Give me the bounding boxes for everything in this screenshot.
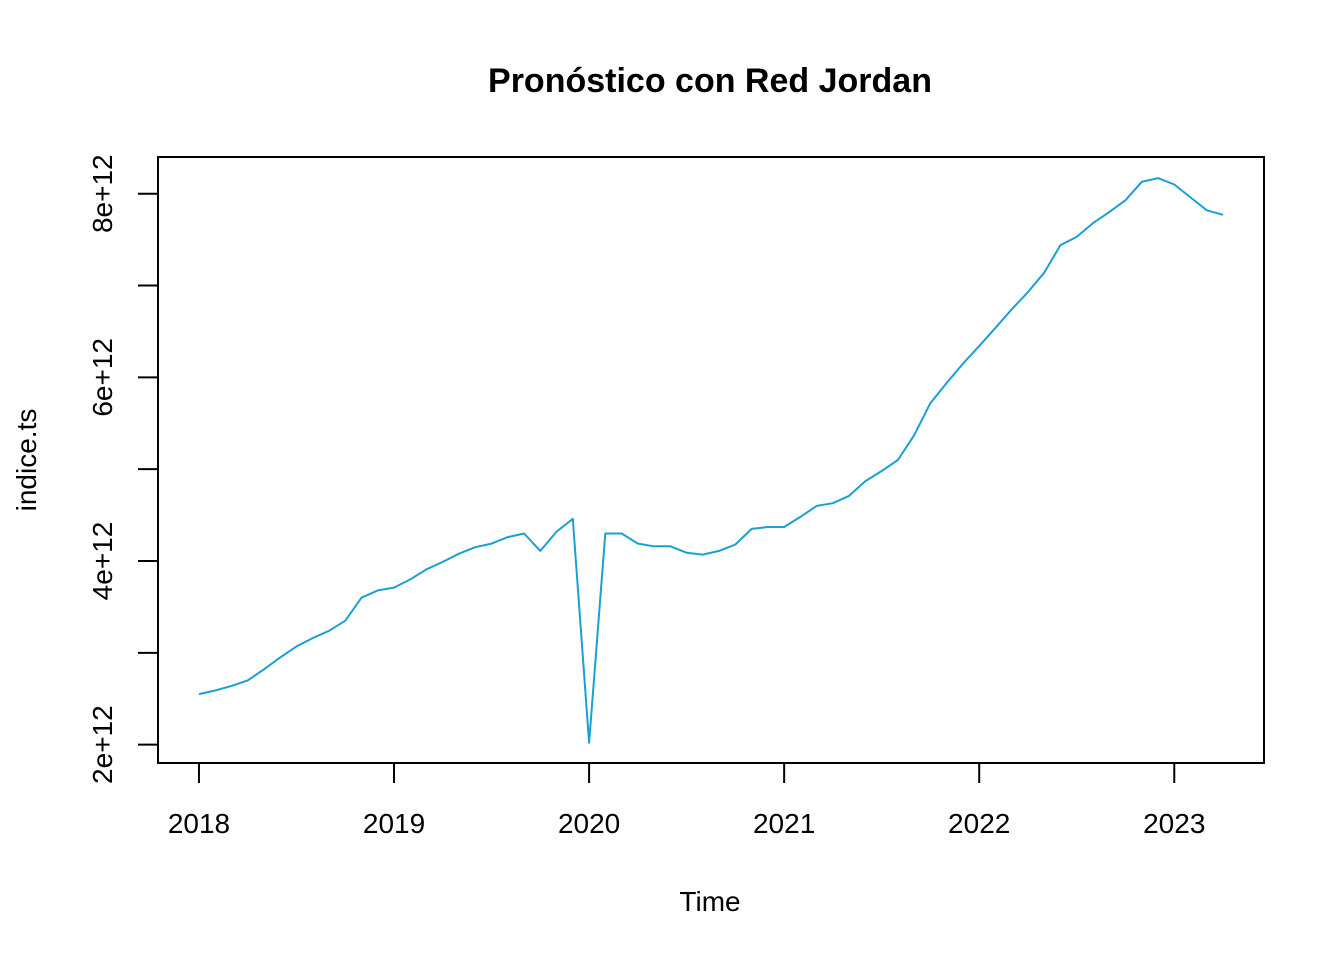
x-tick-label: 2021	[753, 808, 815, 839]
x-tick-label: 2020	[558, 808, 620, 839]
x-tick-label: 2022	[948, 808, 1010, 839]
y-tick-label: 8e+12	[87, 154, 118, 233]
chart-title: Pronóstico con Red Jordan	[488, 62, 932, 100]
y-tick-label: 2e+12	[87, 705, 118, 784]
x-axis: 2018 2019 2020 2021 2022 2023	[168, 763, 1205, 839]
series-line	[198, 177, 1224, 744]
x-tick-label: 2023	[1143, 808, 1205, 839]
x-tick-label: 2019	[363, 808, 425, 839]
y-axis-label: indice.ts	[11, 409, 42, 512]
x-tick-label: 2018	[168, 808, 230, 839]
x-axis-label: Time	[679, 886, 740, 917]
y-tick-label: 6e+12	[87, 338, 118, 417]
y-axis: 2e+12 4e+12 6e+12 8e+12	[87, 154, 158, 784]
y-tick-label: 4e+12	[87, 522, 118, 601]
plot-frame	[157, 156, 1265, 764]
